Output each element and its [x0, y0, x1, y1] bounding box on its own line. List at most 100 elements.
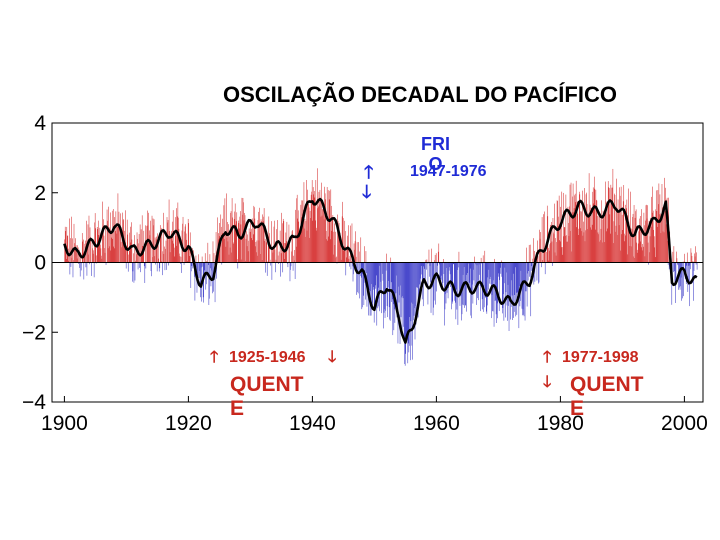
monthly-bar [434, 260, 435, 263]
monthly-bar [635, 209, 637, 263]
monthly-bar [457, 262, 459, 325]
monthly-bar [198, 262, 200, 278]
monthly-bar [387, 262, 389, 288]
monthly-bar [104, 248, 105, 263]
monthly-bar [432, 262, 433, 288]
monthly-bar [581, 231, 583, 263]
monthly-bar [272, 252, 274, 263]
monthly-bar [409, 262, 411, 318]
monthly-bar [79, 262, 81, 277]
monthly-bar [259, 225, 261, 263]
monthly-bar [203, 262, 204, 303]
monthly-bar [691, 255, 693, 263]
monthly-bar [519, 262, 521, 307]
monthly-bar [282, 262, 284, 273]
monthly-bar [554, 252, 556, 263]
monthly-bar [657, 190, 659, 263]
monthly-bar [68, 260, 70, 263]
monthly-bar [617, 199, 619, 263]
monthly-bar [544, 211, 545, 263]
monthly-bar [599, 241, 600, 263]
monthly-bar [612, 168, 614, 263]
monthly-bar [319, 189, 321, 263]
monthly-bar [327, 190, 329, 263]
monthly-bar [472, 262, 473, 285]
monthly-bar [129, 250, 131, 263]
monthly-bar [199, 262, 200, 271]
monthly-bar [96, 255, 98, 263]
monthly-bar [416, 262, 418, 288]
monthly-bar [552, 218, 554, 263]
monthly-bar [617, 234, 618, 263]
monthly-bar [254, 207, 255, 263]
monthly-bar [406, 262, 408, 338]
monthly-bar [429, 262, 430, 277]
monthly-bar [696, 252, 697, 263]
monthly-bar [692, 262, 693, 284]
monthly-bar [246, 246, 248, 263]
monthly-bar [355, 256, 357, 263]
monthly-bar [403, 262, 404, 327]
monthly-bar [649, 236, 651, 263]
monthly-bar [343, 246, 345, 263]
monthly-bar [317, 168, 318, 263]
monthly-bar [688, 262, 689, 266]
monthly-bar [114, 217, 115, 263]
monthly-bar [458, 251, 460, 263]
monthly-bar [620, 250, 621, 263]
monthly-bar [154, 237, 156, 263]
monthly-bar [107, 220, 108, 263]
monthly-bar [405, 262, 406, 354]
monthly-bar [538, 262, 539, 284]
x-tick-label: 1900 [41, 412, 88, 435]
monthly-bar [420, 262, 421, 297]
monthly-bar [425, 262, 426, 285]
monthly-bar [334, 245, 336, 263]
monthly-bar [170, 237, 171, 263]
monthly-bar [583, 221, 584, 263]
monthly-bar [655, 209, 657, 263]
monthly-bar [627, 254, 628, 263]
x-tick-label: 1980 [537, 412, 584, 435]
monthly-bar [668, 262, 670, 270]
monthly-bar [354, 249, 355, 263]
monthly-bar [189, 255, 191, 263]
monthly-bar [616, 178, 617, 263]
monthly-bar [643, 246, 644, 263]
monthly-bar [380, 262, 382, 282]
monthly-bar [427, 262, 429, 305]
monthly-bar [91, 240, 93, 263]
monthly-bar [509, 262, 511, 299]
monthly-bar [559, 241, 561, 263]
monthly-bar [220, 226, 222, 263]
monthly-bar [303, 182, 305, 263]
monthly-bar [596, 199, 597, 263]
monthly-bar [431, 248, 432, 263]
monthly-bar [442, 262, 444, 283]
monthly-bar [639, 218, 641, 263]
monthly-bar [572, 183, 574, 263]
monthly-bar [343, 250, 344, 263]
monthly-bar [558, 216, 559, 263]
monthly-bar [640, 241, 642, 263]
monthly-bar [448, 262, 449, 288]
monthly-bar [693, 262, 695, 271]
monthly-bar [86, 220, 87, 263]
monthly-bar [694, 253, 695, 263]
monthly-bar [540, 252, 542, 263]
monthly-bar [595, 229, 596, 263]
monthly-bar [156, 236, 157, 263]
monthly-bar [243, 220, 245, 263]
monthly-bar [150, 262, 152, 272]
monthly-bar [644, 256, 646, 263]
monthly-bar [258, 211, 259, 263]
smoothed-series [63, 197, 698, 344]
monthly-bar [438, 243, 440, 263]
monthly-bar [591, 229, 592, 263]
monthly-bar [244, 215, 246, 263]
monthly-bar [395, 262, 397, 294]
monthly-bar [126, 219, 128, 263]
monthly-bar [241, 197, 243, 263]
monthly-bar [689, 262, 691, 266]
monthly-bar [231, 252, 232, 263]
